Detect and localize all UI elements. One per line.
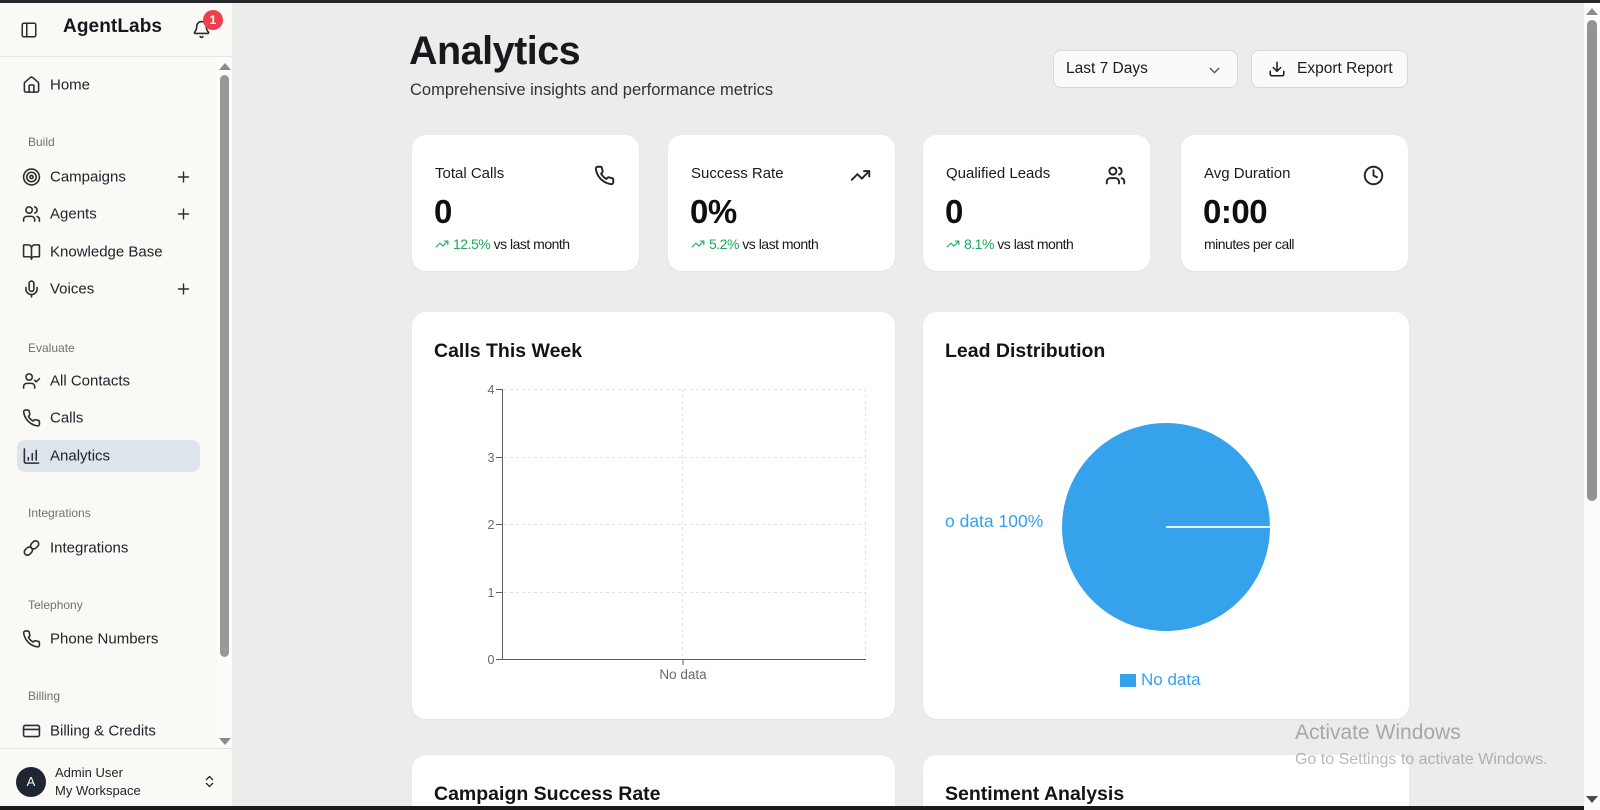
svg-text:4: 4 [488,383,495,397]
svg-text:3: 3 [488,451,495,465]
svg-text:1: 1 [488,586,495,600]
svg-text:No data: No data [1141,670,1201,689]
svg-text:0: 0 [488,653,495,667]
svg-text:No data: No data [659,667,707,682]
svg-text:o data 100%: o data 100% [945,511,1043,531]
svg-text:2: 2 [488,518,495,532]
